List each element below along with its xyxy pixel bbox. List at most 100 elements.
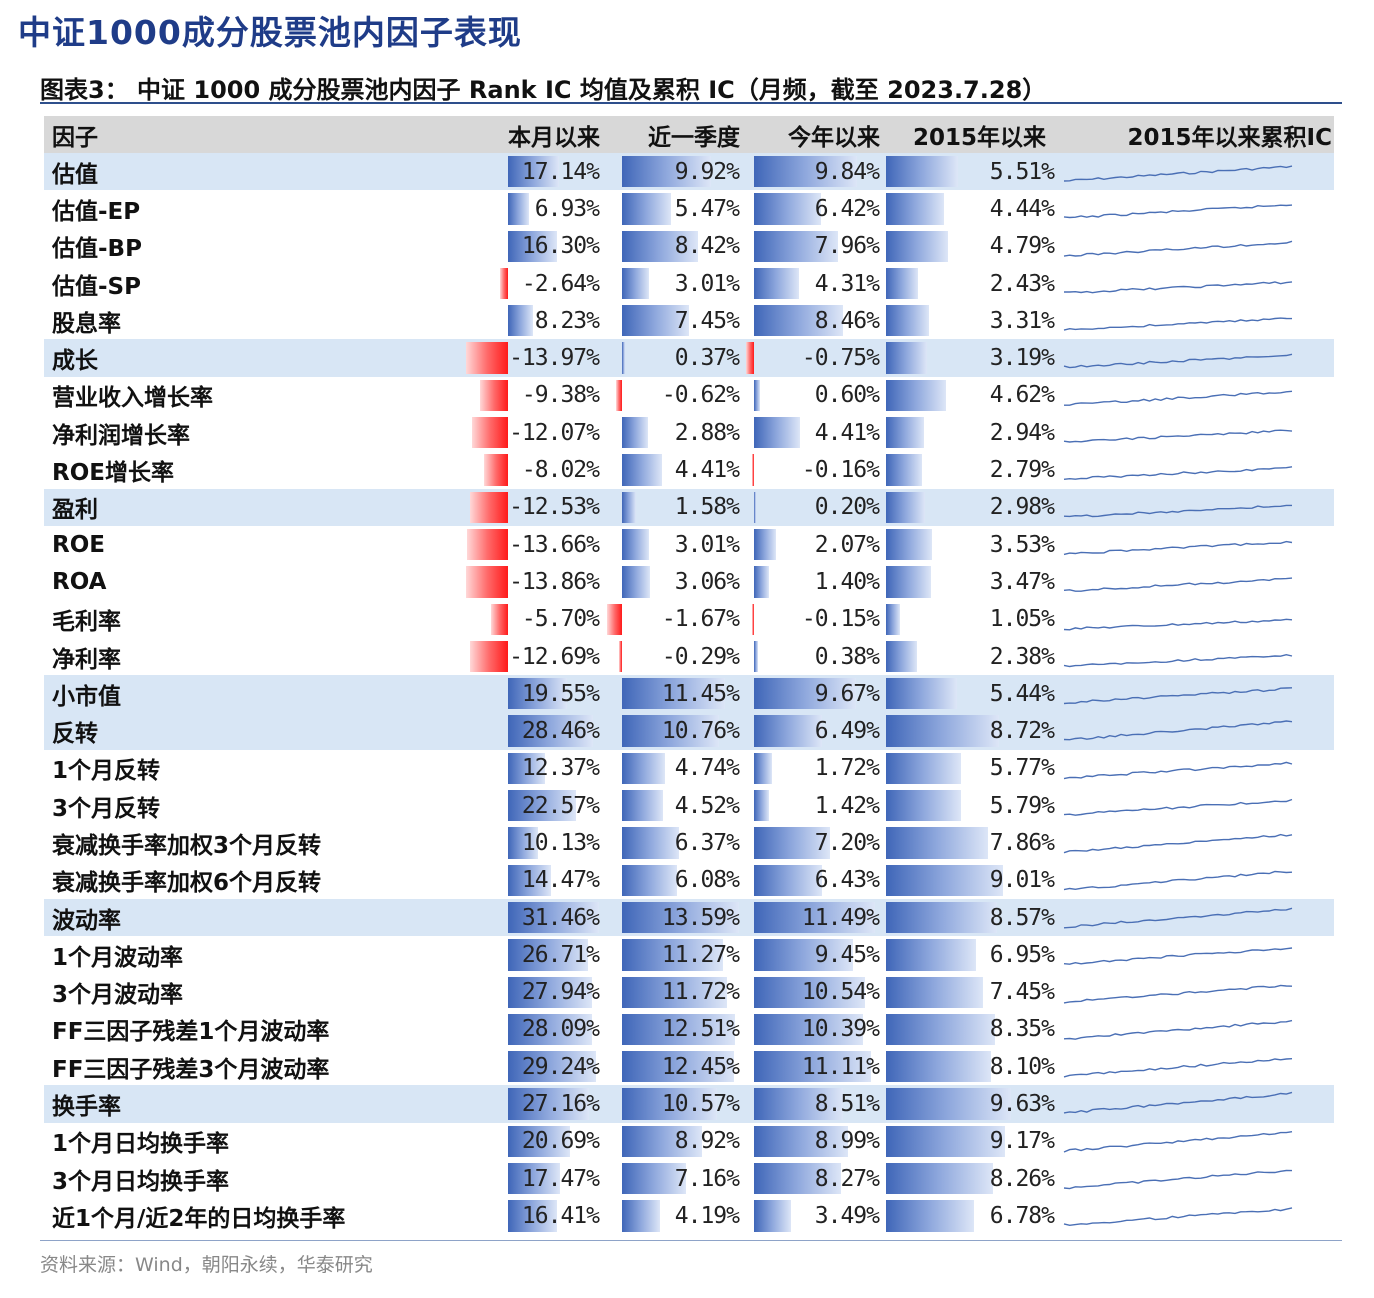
value-cell: 3.31% (842, 302, 1055, 339)
positive-bar (622, 454, 662, 486)
cumulative-ic-sparkline (1063, 354, 1293, 369)
ic-value: 9.84% (814, 158, 880, 185)
value-cell: -12.07% (464, 414, 600, 451)
negative-bar (470, 491, 508, 523)
ic-value: 8.27% (814, 1165, 880, 1192)
value-cell: 8.42% (578, 228, 740, 265)
factor-name: ROA (52, 568, 107, 595)
value-cell: 2.43% (842, 265, 1055, 302)
factor-name: 3个月反转 (52, 795, 161, 822)
ic-value: -13.97% (509, 345, 600, 372)
cumulative-ic-sparkline (1063, 1207, 1293, 1227)
value-cell: -0.15% (710, 601, 880, 638)
ic-value: 28.09% (521, 1016, 600, 1043)
ic-value: 12.37% (521, 755, 600, 782)
header-month: 本月以来 (508, 124, 600, 151)
positive-bar (754, 193, 822, 225)
ic-value: 9.67% (814, 680, 880, 707)
factor-name: 估值-SP (52, 273, 141, 300)
positive-bar (886, 715, 1000, 747)
value-cell: 3.19% (842, 339, 1055, 376)
value-cell: -12.53% (464, 489, 600, 526)
positive-bar (622, 901, 739, 934)
factor-name: 估值-EP (52, 198, 141, 225)
ic-value: -12.07% (509, 419, 600, 446)
value-cell: 5.77% (842, 750, 1055, 787)
positive-bar (508, 827, 539, 859)
ic-value: 7.20% (814, 829, 880, 856)
value-cell: 10.76% (578, 712, 740, 749)
positive-bar (886, 976, 983, 1008)
cumulative-ic-sparkline (1063, 466, 1293, 481)
table-row: 1个月日均换手率 20.69% 8.92% 8.99% 9.17% (44, 1123, 1334, 1160)
ic-value: 13.59% (661, 904, 740, 931)
positive-bar (754, 528, 776, 561)
ic-value: 3.01% (674, 270, 740, 297)
positive-bar (508, 1200, 558, 1232)
ic-value: -13.66% (509, 531, 600, 558)
value-cell: 16.30% (464, 228, 600, 265)
ic-value: 5.44% (989, 680, 1055, 707)
value-cell: 6.08% (578, 862, 740, 899)
ic-value: 1.40% (814, 568, 880, 595)
cumulative-ic-sparkline (1063, 165, 1293, 182)
cumulative-ic-sparkline (1063, 429, 1293, 443)
table-row: 衰减换手率加权3个月反转 10.13% 6.37% 7.20% 7.86% (44, 824, 1334, 861)
table-row: 估值-BP 16.30% 8.42% 7.96% 4.79% (44, 228, 1334, 265)
table-row: 反转 28.46% 10.76% 6.49% 8.72% (44, 712, 1334, 750)
positive-bar (886, 864, 1004, 896)
cumulative-ic-sparkline (1063, 653, 1293, 668)
ic-value: 8.51% (814, 1091, 880, 1118)
value-cell: 7.86% (842, 824, 1055, 861)
ic-value: 4.62% (989, 382, 1055, 409)
cumulative-ic-sparkline (1064, 281, 1293, 294)
ic-value: 6.08% (674, 867, 740, 894)
table-row: 近1个月/近2年的日均换手率 16.41% 4.19% 3.49% 6.78% (44, 1197, 1334, 1234)
positive-bar (508, 939, 589, 971)
ic-value: 12.45% (661, 1053, 740, 1080)
factor-name: 成长 (52, 348, 98, 375)
value-cell: -9.38% (464, 377, 600, 414)
positive-bar (754, 939, 854, 971)
value-cell: 8.10% (842, 1048, 1055, 1085)
negative-bar (490, 603, 508, 635)
cumulative-ic-sparkline (1063, 834, 1293, 854)
ic-value: 3.47% (989, 568, 1055, 595)
ic-value: 11.45% (661, 680, 740, 707)
ic-value: 8.57% (989, 904, 1055, 931)
positive-bar (754, 1013, 864, 1046)
ic-value: -0.15% (801, 606, 880, 633)
cumulative-ic-sparkline (1063, 720, 1293, 741)
value-cell: -13.66% (464, 526, 600, 563)
value-cell: -2.64% (464, 265, 600, 302)
value-cell: 6.78% (842, 1197, 1055, 1234)
factor-name: 股息率 (52, 310, 121, 337)
factor-name: 3个月日均换手率 (52, 1168, 230, 1195)
ic-value: 0.60% (814, 382, 880, 409)
positive-bar (754, 715, 823, 747)
ic-value: 8.26% (989, 1165, 1055, 1192)
factor-name: 营业收入增长率 (52, 385, 213, 412)
ic-value: 10.54% (801, 979, 880, 1006)
positive-bar (886, 1163, 994, 1195)
value-cell: 4.41% (710, 414, 880, 451)
ic-value: 28.46% (521, 718, 600, 745)
value-cell: 2.88% (578, 414, 740, 451)
table-row: 股息率 8.23% 7.45% 8.46% 3.31% (44, 302, 1334, 339)
positive-bar (754, 640, 758, 673)
value-cell: -8.02% (464, 451, 600, 488)
cumulative-ic-sparkline (1063, 204, 1293, 219)
bottom-rule (40, 1240, 1342, 1241)
table-row: 3个月日均换手率 17.47% 7.16% 8.27% 8.26% (44, 1160, 1334, 1197)
value-cell: 2.38% (842, 638, 1055, 675)
positive-bar (754, 491, 757, 523)
value-cell: 6.43% (710, 862, 880, 899)
positive-bar (886, 1125, 1006, 1158)
positive-bar (508, 305, 533, 337)
positive-bar (754, 417, 801, 449)
positive-bar (886, 305, 930, 337)
positive-bar (508, 230, 557, 262)
ic-value: 19.55% (521, 680, 600, 707)
positive-bar (886, 528, 932, 561)
positive-bar (886, 1088, 1012, 1120)
